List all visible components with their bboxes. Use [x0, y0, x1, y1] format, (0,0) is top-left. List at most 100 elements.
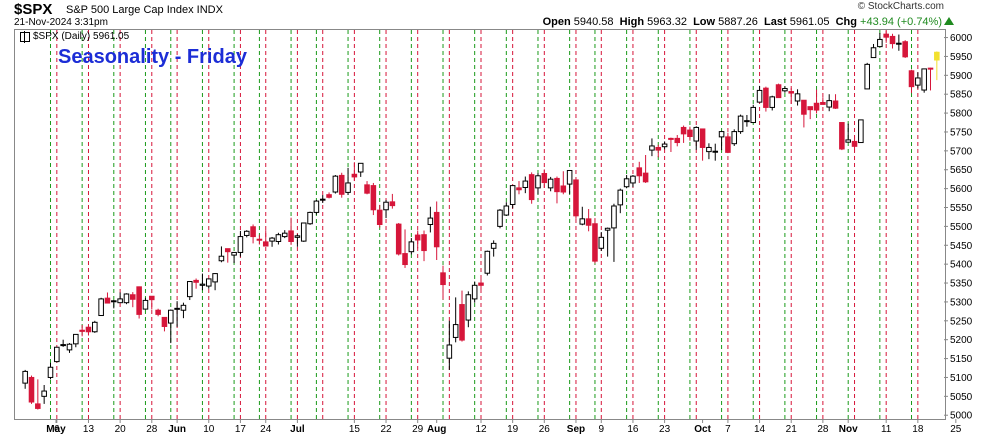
candle-body — [345, 182, 351, 193]
candle-body — [98, 298, 104, 317]
y-tick-label: 5000 — [950, 411, 973, 422]
candle-body — [750, 106, 757, 124]
candle-body — [763, 87, 769, 108]
chart-title: Seasonality - Friday — [58, 46, 247, 68]
y-tick-label: 5050 — [950, 392, 973, 403]
x-tick-label: 19 — [507, 424, 519, 435]
chart-header: $SPX S&P 500 Large Cap Index INDX 21-Nov… — [0, 0, 990, 28]
legend-text: $SPX (Daily) 5961.05 — [33, 31, 130, 42]
candle-body — [452, 324, 459, 338]
candle-body — [313, 200, 320, 213]
candle-body — [161, 316, 168, 327]
candle-body — [674, 137, 681, 144]
candle-body — [212, 273, 218, 283]
chart-legend: $SPX (Daily) 5961.05 — [20, 30, 130, 43]
candle-body — [554, 177, 560, 193]
candle-body — [123, 293, 130, 304]
candle-body — [668, 137, 674, 140]
candlestick-icon — [20, 30, 30, 43]
candle-body — [864, 63, 870, 90]
candle-body — [630, 175, 636, 184]
x-tick-label: Nov — [839, 424, 858, 435]
candle-body — [756, 89, 763, 103]
candle-body — [47, 366, 54, 378]
candle-body — [813, 102, 820, 111]
plot-area[interactable] — [14, 29, 946, 420]
candle-body — [706, 146, 712, 153]
x-tick-label: 12 — [475, 424, 487, 435]
candle-body — [535, 175, 541, 189]
candle-body — [459, 304, 465, 341]
candle-body — [66, 343, 73, 351]
candle-body — [896, 42, 902, 45]
candle-body — [433, 211, 440, 248]
y-tick-label: 5250 — [950, 316, 973, 327]
low-label: Low — [693, 16, 716, 28]
candle-body — [408, 241, 415, 253]
candle-body — [699, 128, 706, 148]
candle-body — [117, 298, 123, 304]
candle-body — [934, 51, 940, 61]
candle-body — [288, 230, 294, 242]
x-tick-label: 11 — [881, 424, 892, 435]
candle-body — [744, 120, 750, 123]
x-tick-label: 7 — [725, 424, 731, 435]
x-tick-label: Sep — [567, 424, 585, 435]
candle-body — [877, 38, 883, 48]
candle-body — [769, 96, 776, 108]
candle-body — [858, 119, 864, 144]
candle-body — [883, 33, 889, 38]
candle-body — [427, 217, 434, 225]
candle-body — [85, 326, 92, 333]
candle-body — [136, 286, 142, 315]
y-tick-label: 5800 — [950, 109, 973, 120]
candle-body — [737, 115, 744, 133]
candle-body — [35, 403, 41, 409]
candle-body — [389, 201, 396, 207]
x-tick-label: 24 — [260, 424, 272, 435]
quote-summary: Open 5940.58 High 5963.32 Low 5887.26 La… — [543, 16, 942, 28]
candle-body — [262, 241, 269, 247]
x-tick-label: May — [46, 424, 66, 435]
x-tick-label: 13 — [83, 424, 95, 435]
candle-body — [79, 329, 85, 332]
candle-body — [54, 346, 60, 363]
candle-body — [889, 35, 896, 45]
y-tick-label: 5600 — [950, 184, 973, 195]
candle-body — [839, 122, 845, 150]
candle-body — [180, 304, 187, 311]
candle-body — [687, 129, 693, 138]
candle-body — [111, 300, 117, 303]
y-tick-label: 5500 — [950, 222, 973, 233]
candle-body — [693, 126, 700, 142]
candle-body — [807, 106, 813, 111]
x-tick-label: 29 — [412, 424, 424, 435]
candle-body — [357, 162, 364, 173]
candle-body — [193, 279, 199, 283]
candle-body — [224, 248, 231, 253]
candle-body — [522, 180, 529, 188]
candle-body — [421, 234, 427, 252]
candle-body — [414, 234, 421, 241]
candle-body — [547, 178, 554, 189]
candle-body — [573, 179, 579, 217]
candle-body — [319, 198, 326, 201]
candle-body — [237, 236, 244, 253]
candle-body — [915, 77, 921, 86]
x-tick-label: Oct — [694, 424, 711, 435]
candle-body — [22, 370, 28, 384]
candle-body — [307, 211, 313, 225]
candle-body — [927, 67, 934, 70]
candle-body — [725, 136, 731, 153]
ticker-symbol: $SPX — [14, 1, 53, 18]
x-tick-label: Jul — [290, 424, 305, 435]
candle-body — [490, 242, 497, 249]
candle-body — [484, 250, 491, 274]
candle-body — [851, 140, 858, 147]
candle-body — [186, 281, 193, 298]
candle-body — [104, 297, 111, 304]
x-tick-label: 22 — [380, 424, 392, 435]
brand-label: © StockCharts.com — [857, 1, 944, 12]
x-tick-label: 21 — [786, 424, 798, 435]
